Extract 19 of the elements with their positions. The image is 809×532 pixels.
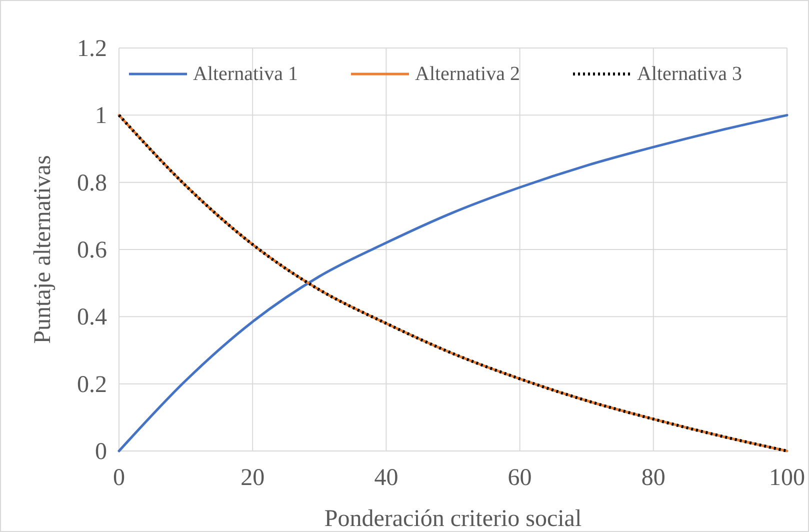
legend-label: Alternativa 2: [415, 63, 520, 85]
x-tick-label: 40: [374, 465, 398, 491]
y-tick-label: 1: [95, 103, 107, 130]
x-tick-label: 60: [508, 465, 532, 491]
x-tick-label: 20: [240, 465, 265, 491]
y-tick-label: 0.8: [77, 170, 107, 196]
line-series: [118, 114, 788, 452]
x-tick-label: 0: [113, 465, 125, 491]
y-tick-label: 0.4: [77, 304, 107, 331]
y-tick-label: 0: [95, 439, 107, 465]
y-tick-label: 1.2: [77, 36, 107, 62]
legend-label: Alternativa 1: [193, 63, 298, 85]
y-axis-title: Puntaje alternativas: [30, 155, 56, 344]
legend-label: Alternativa 3: [637, 63, 742, 85]
x-tick-label: 100: [769, 465, 805, 491]
x-axis-title: Ponderación criterio social: [324, 506, 582, 532]
x-tick-label: 80: [641, 465, 666, 491]
y-tick-label: 0.6: [77, 238, 107, 264]
y-tick-label: 0.2: [77, 372, 107, 398]
